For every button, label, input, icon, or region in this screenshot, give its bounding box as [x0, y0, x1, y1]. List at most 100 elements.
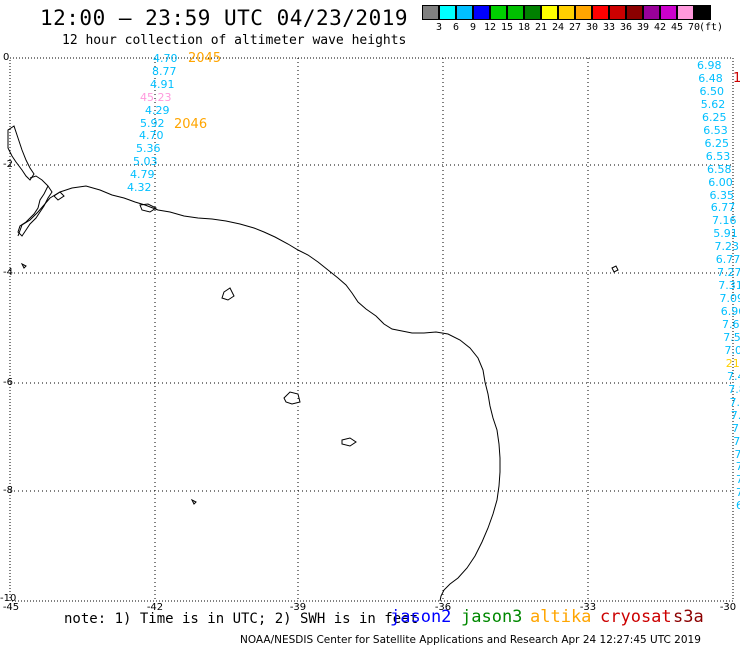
wave-height-value: 6: [736, 499, 740, 513]
wave-height-value: 6.58: [707, 162, 732, 176]
legend-label: 9: [469, 22, 477, 33]
map-frame: [9, 57, 734, 602]
wave-height-value: 7.: [734, 447, 740, 461]
color-legend: 3 6 9 12 15 18 21 24 27 30 33 36 39 42 45 70 (ft): [422, 5, 723, 34]
x-tick-label: -45: [2, 602, 20, 613]
legend-labels: 3 6 9 12 15 18 21 24 27 30 33 36 39 42 45 70 (ft): [422, 20, 723, 34]
legend-swatch: [541, 5, 558, 20]
wave-height-value: 7.8: [728, 382, 740, 396]
wave-height-value: 5.62: [700, 97, 726, 111]
wave-height-value: 7.: [729, 395, 740, 409]
satellite-jason2: jason2: [390, 607, 452, 627]
wave-height-value: 6.53: [703, 123, 728, 137]
wave-height-value: 4.70: [153, 52, 178, 65]
legend-label: 21: [534, 22, 548, 33]
footnote: note: 1) Time is in UTC; 2) SWH is in fe…: [64, 611, 419, 627]
legend-swatch: [473, 5, 490, 20]
legend-label: 70: [687, 22, 701, 33]
legend-swatch: [439, 5, 456, 20]
wave-height-value: 6.50: [699, 84, 725, 98]
legend-label: 45: [670, 22, 684, 33]
wave-height-value: 5.36: [136, 142, 161, 156]
legend-swatch: [507, 5, 524, 20]
y-tick-label: -8: [3, 485, 13, 496]
legend-label: 27: [568, 22, 582, 33]
wave-height-value: 7.27: [717, 266, 740, 280]
wave-height-value: 6.53: [705, 149, 731, 163]
legend-label: 18: [517, 22, 531, 33]
y-tick-label: -10: [0, 593, 17, 604]
legend-swatch: [575, 5, 592, 20]
page-subtitle: 12 hour collection of altimeter wave hei…: [62, 33, 407, 48]
edge-mark: 1: [733, 71, 740, 86]
wave-height-value: 6.48: [698, 71, 723, 85]
legend-label: (ft): [698, 22, 724, 33]
legend-swatch: [677, 5, 694, 20]
wave-height-value: 5.03: [133, 155, 158, 169]
wave-height-value: 45.23: [140, 90, 172, 104]
satellite-altika: altika: [530, 607, 592, 627]
legend-label: 6: [452, 22, 460, 33]
legend-swatch: [524, 5, 541, 20]
wave-height-value: 5.91: [713, 227, 738, 241]
legend-label: 24: [551, 22, 565, 33]
legend-label: 15: [500, 22, 514, 33]
wave-height-value: 7.66: [722, 318, 740, 331]
wave-height-value: 7.16: [712, 214, 737, 228]
wave-height-value: 4.79: [130, 168, 155, 182]
legend-label: 30: [585, 22, 599, 33]
wave-height-value: 6.35: [709, 188, 735, 202]
wave-height-value: 6.77: [710, 201, 736, 215]
wave-height-value: 6.98: [697, 59, 722, 72]
wave-height-value: 7.23: [714, 240, 740, 254]
wave-height-value: 7: [736, 486, 740, 500]
wave-height-value: 6.96: [720, 305, 740, 319]
wave-height-value: 4.91: [150, 77, 175, 91]
legend-swatch: [456, 5, 473, 20]
legend-swatches: [422, 5, 711, 20]
legend-label: 42: [653, 22, 667, 33]
time-stamp: 2046: [174, 117, 208, 132]
wave-height-value: 6.25: [704, 136, 730, 150]
wave-height-value: 7.: [735, 460, 740, 474]
x-tick-label: -33: [579, 602, 597, 613]
coastline: [7, 125, 619, 602]
legend-label: 3: [435, 22, 443, 33]
wave-height-value: 5.92: [140, 116, 165, 130]
y-tick-label: 0: [3, 52, 10, 63]
wave-height-value: 7.: [730, 408, 740, 422]
legend-label: 33: [602, 22, 616, 33]
wave-height-value: 7.09: [719, 292, 740, 306]
time-stamp: 2045: [188, 51, 222, 66]
legend-swatch: [558, 5, 575, 20]
legend-label: 12: [483, 22, 497, 33]
legend-swatch: [490, 5, 507, 20]
satellite-cryosat: cryosat: [600, 607, 672, 627]
x-tick-label: -30: [719, 602, 737, 613]
wave-height-value: 7: [736, 473, 740, 487]
legend-swatch: [592, 5, 609, 20]
wave-height-value: 6.00: [708, 175, 733, 189]
wave-height-value: 21.5: [725, 356, 740, 370]
legend-swatch: [660, 5, 677, 20]
wave-height-value: 4.29: [145, 103, 170, 117]
satellite-jason3: jason3: [461, 607, 523, 627]
wave-height-value: 7.31: [718, 279, 740, 293]
y-tick-label: -2: [3, 159, 13, 170]
wave-height-value: 7.0: [724, 343, 740, 357]
graticule: [10, 58, 733, 601]
legend-swatch: [626, 5, 643, 20]
wave-height-value: 8.77: [152, 64, 177, 78]
wave-height-value: 7.5: [723, 330, 740, 344]
legend-label: 39: [636, 22, 650, 33]
wave-height-value: 7.: [733, 434, 740, 448]
credit-footer: NOAA/NESDIS Center for Satellite Applica…: [240, 634, 701, 646]
x-tick-label: -39: [289, 602, 307, 613]
legend-swatch: [643, 5, 660, 20]
satellite-s3a: s3a: [673, 607, 704, 627]
x-tick-label: -42: [146, 602, 164, 613]
legend-swatch: [694, 5, 711, 20]
wave-height-value: 4.70: [139, 129, 164, 143]
legend-swatch: [422, 5, 439, 20]
